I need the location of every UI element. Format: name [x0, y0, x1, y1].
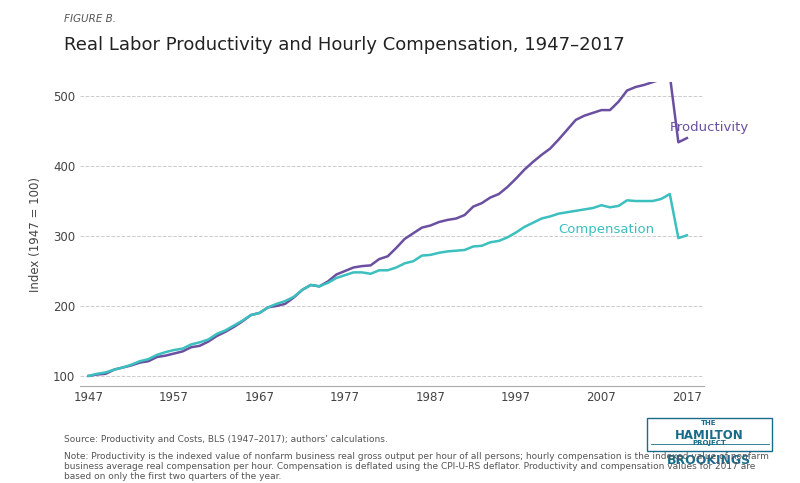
Text: FIGURE B.: FIGURE B. [64, 14, 116, 25]
Y-axis label: Index (1947 = 100): Index (1947 = 100) [29, 177, 42, 292]
Text: Real Labor Productivity and Hourly Compensation, 1947–2017: Real Labor Productivity and Hourly Compe… [64, 36, 625, 54]
Text: Note: Productivity is the indexed value of nonfarm business real gross output pe: Note: Productivity is the indexed value … [64, 452, 769, 482]
Text: THE: THE [702, 420, 717, 426]
Text: Productivity: Productivity [670, 121, 749, 134]
Text: PROJECT: PROJECT [692, 440, 726, 446]
FancyBboxPatch shape [646, 418, 771, 451]
Text: Source: Productivity and Costs, BLS (1947–2017); authors’ calculations.: Source: Productivity and Costs, BLS (194… [64, 435, 388, 444]
Text: Compensation: Compensation [558, 223, 655, 236]
Text: BROOKINGS: BROOKINGS [667, 455, 751, 468]
Text: HAMILTON: HAMILTON [674, 429, 743, 442]
